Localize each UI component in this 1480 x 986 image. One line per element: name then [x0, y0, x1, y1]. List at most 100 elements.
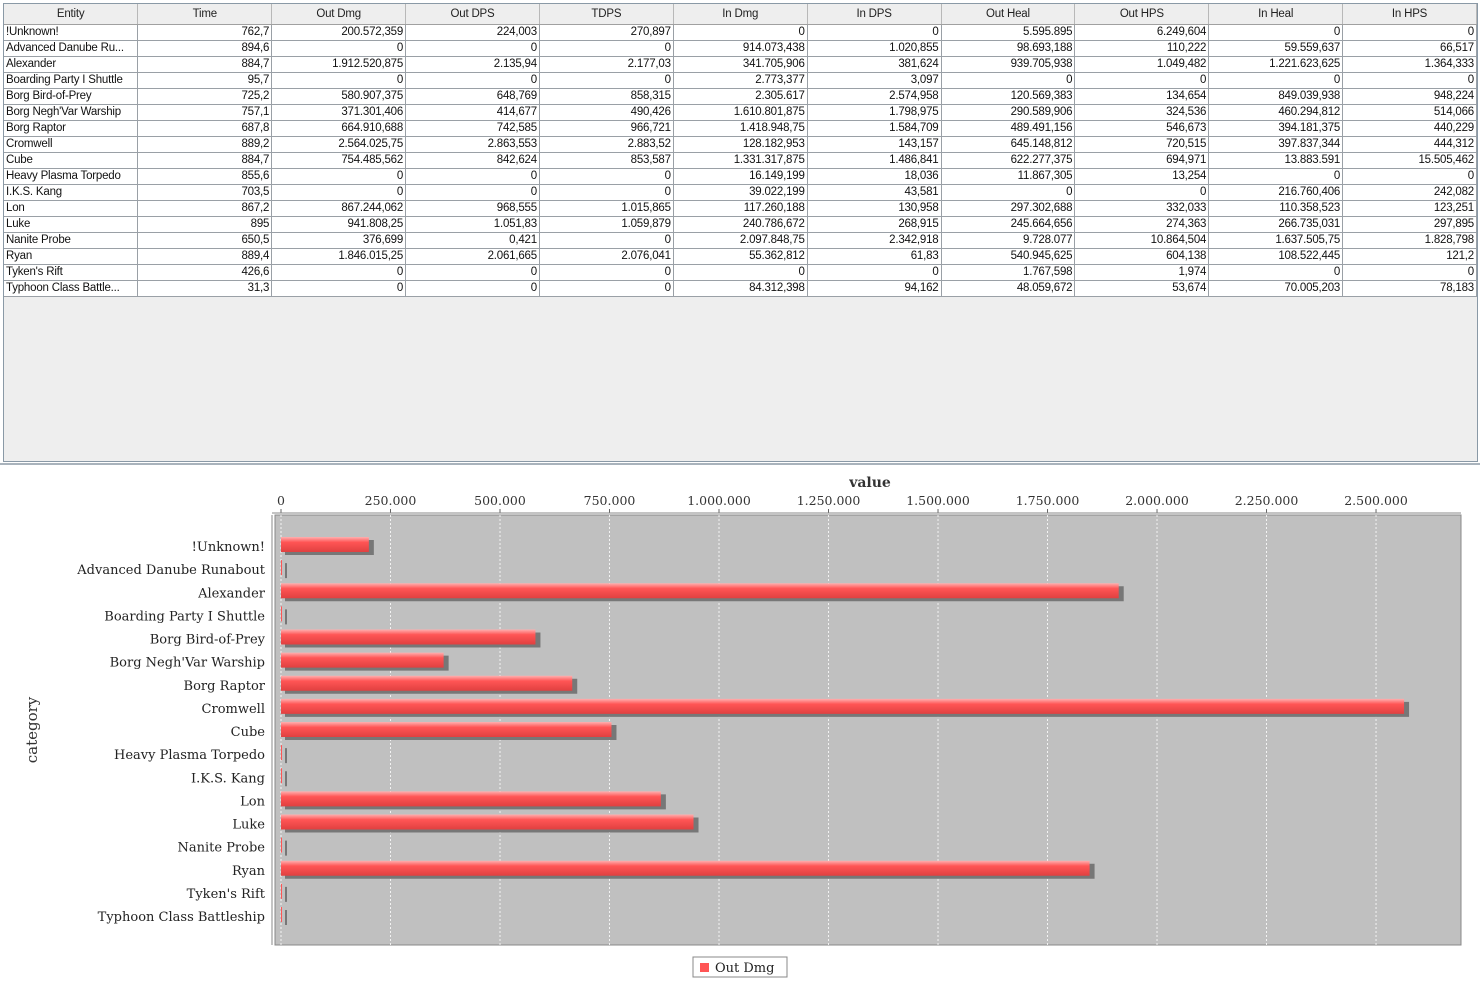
table-cell[interactable]: 13,254 [1074, 168, 1210, 185]
table-row[interactable]: Borg Bird-of-Prey 725,2 580.907,375 648,769… [4, 88, 1477, 105]
table-cell[interactable]: 0 [1208, 264, 1344, 281]
table-cell[interactable]: 2.773,377 [672, 72, 808, 89]
table-cell[interactable]: 120.569,383 [940, 88, 1076, 105]
table-cell[interactable]: 414,677 [405, 104, 540, 121]
table-cell[interactable]: 1.767,598 [940, 264, 1076, 281]
table-row[interactable]: Cromwell 889,2 2.564.025,75 2.863,553 2.883,… [4, 136, 1477, 153]
table-cell[interactable]: 0 [1074, 184, 1210, 201]
table-row[interactable]: Advanced Danube Ru... 894,6 0 0 0 914.073,438… [4, 40, 1477, 57]
table-cell[interactable]: 0 [538, 72, 674, 89]
table-cell[interactable]: 867,2 [137, 200, 273, 217]
table-cell[interactable]: 110,222 [1074, 40, 1210, 57]
table-cell[interactable]: 0 [405, 184, 540, 201]
table-cell[interactable]: 0 [271, 280, 407, 297]
table-cell[interactable]: 0 [1342, 264, 1477, 281]
table-cell[interactable]: 0 [271, 184, 407, 201]
table-cell[interactable]: 0 [1342, 72, 1477, 89]
table-row[interactable]: Lon 867,2 867.244,062 968,555 1.015,865 117.2… [4, 200, 1477, 217]
table-cell[interactable]: 895 [137, 216, 273, 233]
table-cell[interactable]: 0 [1208, 72, 1344, 89]
table-row[interactable]: I.K.S. Kang 703,5 0 0 0 39.022,199 43,581 0 0 216… [4, 184, 1477, 201]
table-cell[interactable]: 224,003 [405, 24, 540, 41]
table-cell[interactable]: 18,036 [806, 168, 942, 185]
table-cell[interactable]: 397.837,344 [1208, 136, 1344, 153]
table-cell[interactable]: 853,587 [538, 152, 674, 169]
table-row[interactable]: Typhoon Class Battle... 31,3 0 0 0 84.312,398… [4, 280, 1477, 297]
table-row[interactable]: Nanite Probe 650,5 376,699 0,421 0 2.097.848,… [4, 232, 1477, 249]
table-cell[interactable]: 489.491,156 [940, 120, 1076, 137]
table-cell[interactable]: 48.059,672 [940, 280, 1076, 297]
table-cell[interactable]: 0 [538, 232, 674, 249]
table-cell[interactable]: 0 [538, 40, 674, 57]
table-cell[interactable]: 757,1 [137, 104, 273, 121]
table-cell[interactable]: 1.798,975 [806, 104, 942, 121]
column-header[interactable]: In DPS [807, 4, 942, 25]
table-cell[interactable]: 1.364,333 [1342, 56, 1477, 73]
split-pane-divider[interactable] [0, 463, 1480, 465]
table-cell[interactable]: 0 [1342, 24, 1477, 41]
table-cell[interactable]: 78,183 [1342, 280, 1477, 297]
table-cell[interactable]: 720,515 [1074, 136, 1210, 153]
table-cell[interactable]: 426,6 [137, 264, 273, 281]
column-header[interactable]: Out HPS [1074, 4, 1210, 25]
table-cell[interactable]: 0 [806, 24, 942, 41]
table-cell[interactable]: 0 [271, 168, 407, 185]
table-cell[interactable]: 0 [271, 72, 407, 89]
table-cell[interactable]: 2.135,94 [405, 56, 540, 73]
table-row[interactable]: !Unknown! 762,7 200.572,359 224,003 270,897 0… [4, 24, 1477, 41]
table-cell[interactable]: 0 [538, 168, 674, 185]
table-cell[interactable]: 371.301,406 [271, 104, 407, 121]
table-cell[interactable]: 941.808,25 [271, 216, 407, 233]
table-cell[interactable]: 0 [405, 40, 540, 57]
column-header[interactable]: Out Heal [941, 4, 1076, 25]
table-cell[interactable]: 117.260,188 [672, 200, 808, 217]
table-cell[interactable]: Cube [4, 152, 139, 169]
table-cell[interactable]: 31,3 [137, 280, 273, 297]
table-cell[interactable]: 94,162 [806, 280, 942, 297]
column-header[interactable]: In Dmg [673, 4, 808, 25]
table-cell[interactable]: 2.177,03 [538, 56, 674, 73]
table-cell[interactable]: 13.883.591 [1208, 152, 1344, 169]
table-cell[interactable]: 2.564.025,75 [271, 136, 407, 153]
table-cell[interactable]: 55.362,812 [672, 248, 808, 265]
table-cell[interactable]: 894,6 [137, 40, 273, 57]
table-cell[interactable]: 2.574,958 [806, 88, 942, 105]
table-cell[interactable]: 123,251 [1342, 200, 1477, 217]
column-header[interactable]: Out Dmg [271, 4, 407, 25]
table-cell[interactable]: 0 [405, 280, 540, 297]
table-cell[interactable]: 297.302,688 [940, 200, 1076, 217]
table-cell[interactable]: 16.149,199 [672, 168, 808, 185]
table-cell[interactable]: Nanite Probe [4, 232, 139, 249]
table-cell[interactable]: 948,224 [1342, 88, 1477, 105]
table-cell[interactable]: 0 [940, 72, 1076, 89]
table-cell[interactable]: 1.020,855 [806, 40, 942, 57]
table-cell[interactable]: 754.485,562 [271, 152, 407, 169]
table-cell[interactable]: 2.342,918 [806, 232, 942, 249]
table-cell[interactable]: 98.693,188 [940, 40, 1076, 57]
table-cell[interactable]: 110.358,523 [1208, 200, 1344, 217]
table-cell[interactable]: 3,097 [806, 72, 942, 89]
table-cell[interactable]: 440,229 [1342, 120, 1477, 137]
table-cell[interactable]: 1.912.520,875 [271, 56, 407, 73]
table-cell[interactable]: 297,895 [1342, 216, 1477, 233]
table-cell[interactable]: 39.022,199 [672, 184, 808, 201]
table-cell[interactable]: Typhoon Class Battle... [4, 280, 139, 297]
table-cell[interactable]: 1.059,879 [538, 216, 674, 233]
table-cell[interactable]: 332,033 [1074, 200, 1210, 217]
table-cell[interactable]: 240.786,672 [672, 216, 808, 233]
table-cell[interactable]: 0 [405, 72, 540, 89]
table-cell[interactable]: 444,312 [1342, 136, 1477, 153]
table-cell[interactable]: 1.846.015,25 [271, 248, 407, 265]
table-cell[interactable]: 2.863,553 [405, 136, 540, 153]
table-cell[interactable]: 0 [271, 40, 407, 57]
table-cell[interactable]: 266.735,031 [1208, 216, 1344, 233]
table-cell[interactable]: 1.049,482 [1074, 56, 1210, 73]
table-row[interactable]: Heavy Plasma Torpedo 855,6 0 0 0 16.149,199 18… [4, 168, 1477, 185]
column-header[interactable]: Time [137, 4, 273, 25]
table-cell[interactable]: 858,315 [538, 88, 674, 105]
table-cell[interactable]: 889,4 [137, 248, 273, 265]
table-cell[interactable]: Heavy Plasma Torpedo [4, 168, 139, 185]
table-cell[interactable]: 290.589,906 [940, 104, 1076, 121]
table-cell[interactable]: 0 [1074, 72, 1210, 89]
table-cell[interactable]: 1.051,83 [405, 216, 540, 233]
